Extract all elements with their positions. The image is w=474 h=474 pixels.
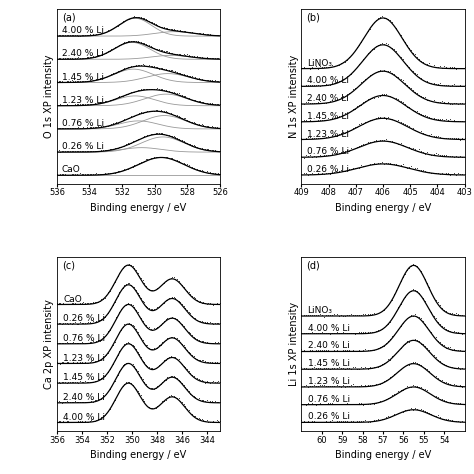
Y-axis label: O 1s XP intensity: O 1s XP intensity	[44, 55, 54, 138]
Text: CaO: CaO	[62, 165, 81, 174]
Text: 4.00 % Li: 4.00 % Li	[308, 324, 350, 333]
Text: 0.76 % Li: 0.76 % Li	[308, 395, 350, 404]
Text: 1.23 % Li: 1.23 % Li	[308, 377, 350, 386]
Y-axis label: Li 1s XP intensity: Li 1s XP intensity	[289, 302, 299, 386]
Text: 0.76 % Li: 0.76 % Li	[62, 119, 104, 128]
Text: 1.23 % Li: 1.23 % Li	[63, 354, 105, 363]
Text: 2.40 % Li: 2.40 % Li	[62, 49, 104, 58]
Text: (d): (d)	[306, 261, 320, 271]
Text: LiNO₃: LiNO₃	[308, 306, 333, 315]
Text: 0.76 % Li: 0.76 % Li	[307, 147, 349, 156]
X-axis label: Binding energy / eV: Binding energy / eV	[335, 450, 431, 460]
Text: 1.45 % Li: 1.45 % Li	[62, 73, 104, 82]
Text: 0.26 % Li: 0.26 % Li	[308, 412, 350, 421]
Text: 2.40 % Li: 2.40 % Li	[63, 393, 105, 402]
Text: 2.40 % Li: 2.40 % Li	[308, 341, 349, 350]
Text: (a): (a)	[62, 13, 75, 23]
Text: 2.40 % Li: 2.40 % Li	[307, 94, 349, 103]
Y-axis label: Ca 2p XP intensity: Ca 2p XP intensity	[44, 299, 54, 389]
X-axis label: Binding energy / eV: Binding energy / eV	[335, 202, 431, 212]
Text: 4.00 % Li: 4.00 % Li	[307, 76, 349, 85]
X-axis label: Binding energy / eV: Binding energy / eV	[90, 202, 187, 212]
Text: 1.23 % Li: 1.23 % Li	[307, 129, 349, 138]
Text: 4.00 % Li: 4.00 % Li	[63, 413, 105, 422]
Text: (c): (c)	[62, 261, 75, 271]
Text: 0.26 % Li: 0.26 % Li	[307, 165, 349, 174]
Text: 1.45 % Li: 1.45 % Li	[63, 374, 105, 383]
Text: CaO: CaO	[63, 295, 82, 304]
Text: 1.45 % Li: 1.45 % Li	[308, 359, 350, 368]
Text: (b): (b)	[306, 13, 320, 23]
Y-axis label: N 1s XP intensity: N 1s XP intensity	[289, 55, 299, 138]
Text: 0.26 % Li: 0.26 % Li	[62, 142, 104, 151]
Text: 1.23 % Li: 1.23 % Li	[62, 96, 104, 105]
Text: 0.76 % Li: 0.76 % Li	[63, 334, 105, 343]
X-axis label: Binding energy / eV: Binding energy / eV	[90, 450, 187, 460]
Text: 0.26 % Li: 0.26 % Li	[63, 314, 105, 323]
Text: 4.00 % Li: 4.00 % Li	[62, 26, 104, 35]
Text: LiNO₃: LiNO₃	[307, 59, 332, 68]
Text: 1.45 % Li: 1.45 % Li	[307, 112, 349, 121]
